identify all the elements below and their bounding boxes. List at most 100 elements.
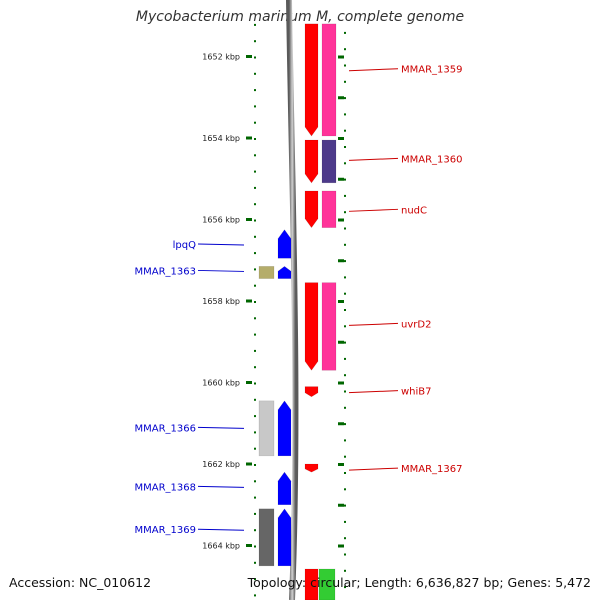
ruler-dot [254, 170, 256, 173]
label-leader [348, 157, 399, 161]
gene-whiB7-cds [304, 386, 319, 398]
label-leader [197, 243, 245, 246]
gene-label-MMAR_1368: MMAR_1368 [135, 482, 197, 493]
ruler-tick [246, 299, 252, 303]
ruler-dot [254, 252, 256, 255]
ruler-label: 1654 kbp [202, 134, 240, 143]
labels-layer: MMAR_1359 MMAR_1360 nudC lpqQ MMAR_1363 uvrD2… [135, 65, 463, 536]
ruler-dot [254, 203, 256, 206]
ruler-label: 1656 kbp [202, 216, 240, 225]
label-leader [348, 208, 399, 212]
ruler-dot [344, 48, 346, 51]
gene-uvrD2-cds [304, 282, 319, 371]
ruler-dot [254, 333, 256, 336]
ruler-dot [344, 211, 346, 214]
label-leader [348, 467, 399, 471]
ruler-dot [344, 309, 346, 311]
ruler-dot [344, 423, 346, 426]
ruler-dot [254, 186, 256, 189]
ruler-dot [254, 382, 256, 385]
ruler-dot [254, 154, 256, 157]
ruler-dot [344, 31, 346, 34]
ruler-dot [344, 325, 346, 328]
ruler-minor-tick [338, 503, 344, 507]
accession-text: Accession: NC_010612 [9, 575, 152, 590]
ruler-dot [254, 138, 256, 140]
ruler-dot [344, 374, 346, 377]
ruler-dot [254, 415, 256, 418]
ruler-dot [254, 594, 256, 597]
ruler-dot [344, 178, 346, 181]
ruler-dot [254, 56, 256, 59]
ruler-tick [246, 55, 252, 58]
gene-nudC-feature [321, 190, 337, 228]
label-leader [348, 390, 399, 394]
label-leader [348, 68, 399, 72]
ruler-dot [344, 129, 346, 132]
gene-MMAR_1369-feature [258, 508, 275, 567]
gene-lpqQ-cds [277, 229, 292, 259]
genome-summary-text: Topology: circular; Length: 6,636,827 bp… [247, 575, 591, 590]
ruler-tick [246, 218, 252, 221]
ruler-layer: 1652 kbp 1654 kbp 1656 kbp 1658 kbp 1660 kbp… [202, 23, 346, 597]
ruler-dot [254, 301, 256, 303]
ruler-minor-tick [338, 96, 344, 100]
ruler-dot [344, 553, 346, 556]
ruler-dot [344, 569, 346, 572]
ruler-minor-tick [338, 55, 344, 59]
ruler-dot [344, 520, 346, 523]
ruler-dot [254, 121, 256, 124]
ruler-dot [254, 89, 256, 92]
backbone-layer [286, 0, 299, 600]
ruler-minor-tick [338, 177, 344, 181]
continuation-cds [304, 568, 319, 600]
gene-MMAR_1363-feature [258, 266, 275, 279]
ruler-minor-tick [338, 463, 344, 466]
ruler-dot [254, 464, 256, 466]
ruler-dot [344, 488, 346, 491]
ruler-dot [344, 64, 346, 67]
gene-MMAR_1359-cds [304, 23, 319, 137]
ruler-dot [344, 406, 346, 409]
ruler-dot [254, 512, 256, 515]
ruler-tick [246, 544, 252, 547]
ruler-minor-tick [338, 381, 344, 385]
gene-label-MMAR_1366: MMAR_1366 [135, 423, 197, 434]
ruler-dot [344, 113, 346, 116]
ruler-dot [254, 561, 256, 564]
ruler-dot [254, 349, 256, 352]
ruler-dot [344, 227, 346, 230]
ruler-dot [254, 496, 256, 499]
features-layer [258, 23, 337, 600]
ruler-dot [344, 162, 346, 165]
label-leader [197, 485, 245, 488]
gene-MMAR_1360-feature [321, 139, 337, 184]
ruler-minor-tick [338, 218, 344, 222]
label-leader [197, 269, 245, 272]
ruler-dot [254, 235, 256, 238]
ruler-dot [344, 146, 346, 148]
ruler-dot [254, 23, 256, 26]
gene-MMAR_1359-feature [321, 23, 337, 137]
ruler-label: 1660 kbp [202, 379, 240, 388]
ruler-tick [246, 136, 252, 140]
ruler-label: 1658 kbp [202, 297, 240, 306]
ruler-dot [344, 537, 346, 540]
gene-label-MMAR_1367: MMAR_1367 [401, 464, 463, 475]
ruler-dot [344, 97, 346, 100]
gene-MMAR_1360-cds [304, 139, 319, 184]
ruler-dot [344, 455, 346, 458]
ruler-dot [254, 545, 256, 548]
gene-MMAR_1368-cds [277, 471, 292, 506]
ruler-minor-tick [338, 340, 344, 344]
ruler-dot [344, 80, 346, 83]
ruler-dot [344, 390, 346, 393]
ruler-minor-tick [338, 300, 344, 303]
ruler-dot [254, 529, 256, 532]
gene-label-whiB7: whiB7 [401, 387, 432, 398]
ruler-minor-tick [338, 137, 344, 140]
gene-label-MMAR_1363: MMAR_1363 [135, 266, 197, 277]
gene-label-MMAR_1369: MMAR_1369 [135, 525, 197, 536]
gene-label-uvrD2: uvrD2 [401, 319, 431, 330]
gene-nudC-cds [304, 190, 319, 229]
